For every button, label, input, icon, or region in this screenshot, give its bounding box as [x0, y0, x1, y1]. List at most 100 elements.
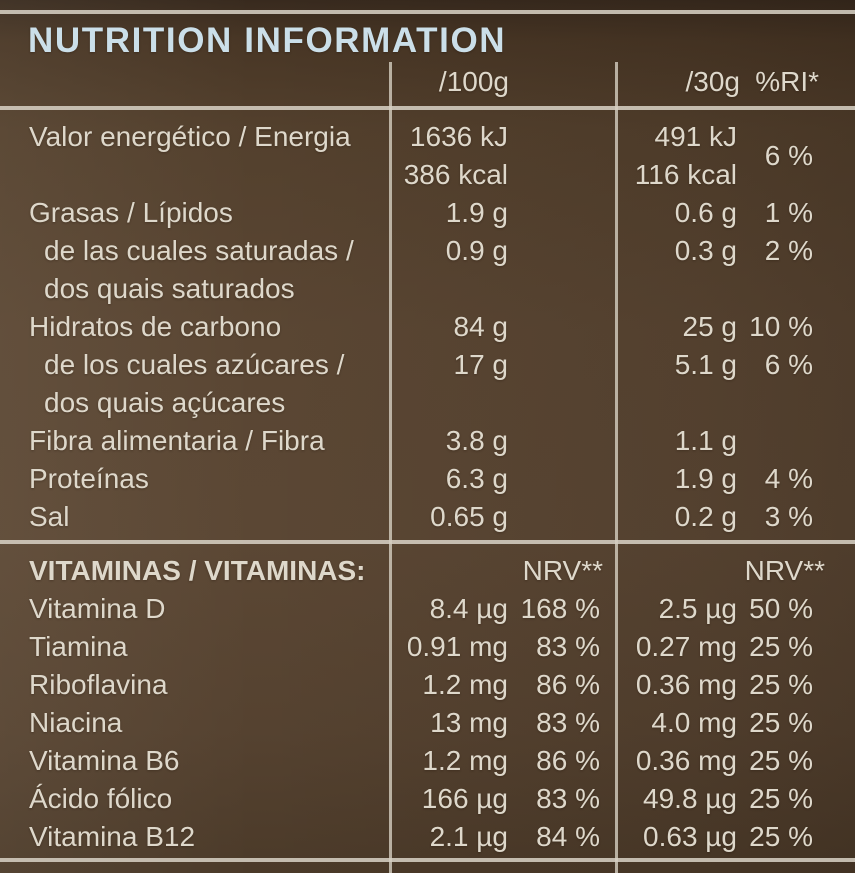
panel-title: NUTRITION INFORMATION — [28, 21, 507, 60]
row-label: Grasas / Lípidos — [29, 197, 233, 228]
column-header-ri: %RI* — [755, 66, 819, 97]
value-per30g: 5.1 g — [674, 349, 737, 380]
value-per100g: 0.9 g — [445, 235, 508, 266]
table-row-energy: Valor energético / Energia 1636 kJ 386 k… — [0, 118, 855, 194]
value-per30g: 0.36 mg — [635, 669, 737, 700]
value-per100g: 0.65 g — [430, 501, 508, 532]
divider-top — [0, 10, 855, 14]
table-row-folic-acid: Ácido fólico 166 µg 83 % 49.8 µg 25 % — [0, 780, 855, 818]
table-row-fibre: Fibra alimentaria / Fibra 3.8 g 1.1 g — [0, 422, 855, 460]
ri-value: 10 % — [749, 311, 813, 342]
table-row-sugars-pt: dos quais açúcares — [0, 384, 855, 422]
column-header-per100g: /100g — [438, 66, 509, 97]
nrv-per100g: 86 % — [536, 669, 600, 700]
macro-nutrients-table: Valor energético / Energia 1636 kJ 386 k… — [0, 112, 855, 536]
nrv-header-per100g: NRV** — [522, 555, 603, 586]
row-label: de las cuales saturadas / — [44, 235, 354, 266]
value-per30g: 1.9 g — [674, 463, 737, 494]
ri-value: 2 % — [764, 235, 813, 266]
value-per100g: 0.91 mg — [406, 631, 508, 662]
value-per30g: 1.1 g — [674, 425, 737, 456]
table-row-vitamin-b12: Vitamina B12 2.1 µg 84 % 0.63 µg 25 % — [0, 818, 855, 856]
table-row-riboflavin: Riboflavina 1.2 mg 86 % 0.36 mg 25 % — [0, 666, 855, 704]
row-label: Vitamina B6 — [29, 745, 180, 776]
row-label: dos quais açúcares — [44, 387, 286, 418]
value-per100g: 1.2 mg — [422, 669, 508, 700]
value-per100g: 1.2 mg — [422, 745, 508, 776]
value-per100g: 8.4 µg — [429, 593, 508, 624]
value-per100g: 166 µg — [421, 783, 508, 814]
table-row-saturates: de las cuales saturadas / 0.9 g 0.3 g 2 … — [0, 232, 855, 270]
nrv-per100g: 83 % — [536, 631, 600, 662]
value-per30g: 0.2 g — [674, 501, 737, 532]
table-row-niacin: Niacina 13 mg 83 % 4.0 mg 25 % — [0, 704, 855, 742]
value-per30g: 491 kJ 116 kcal — [634, 121, 737, 190]
vitamins-header-row: VITAMINAS / VITAMINAS: NRV** NRV** — [0, 552, 855, 590]
value-per100g: 17 g — [453, 349, 509, 380]
value-per30g: 0.27 mg — [635, 631, 737, 662]
nrv-per30g: 25 % — [749, 707, 813, 738]
nrv-per100g: 84 % — [536, 821, 600, 852]
value-per30g: 0.63 µg — [643, 821, 737, 852]
value-per30g: 2.5 µg — [658, 593, 737, 624]
column-divider-left — [389, 62, 392, 873]
vitamins-table: VITAMINAS / VITAMINAS: NRV** NRV** Vitam… — [0, 546, 855, 856]
table-row-vitamin-b6: Vitamina B6 1.2 mg 86 % 0.36 mg 25 % — [0, 742, 855, 780]
value-per100g: 1.9 g — [445, 197, 508, 228]
row-label: Vitamina B12 — [29, 821, 196, 852]
divider-bottom — [0, 858, 855, 862]
value-per30g: 25 g — [682, 311, 738, 342]
table-row-carbohydrate: Hidratos de carbono 84 g 25 g 10 % — [0, 308, 855, 346]
row-label: Sal — [29, 501, 70, 532]
row-label: dos quais saturados — [44, 273, 295, 304]
ri-value: 1 % — [764, 197, 813, 228]
vitamins-section-title: VITAMINAS / VITAMINAS: — [29, 555, 366, 586]
column-header-row: /100g /30g %RI* — [0, 62, 855, 104]
row-label: Fibra alimentaria / Fibra — [29, 425, 325, 456]
ri-value: 6 % — [764, 349, 813, 380]
row-label: Proteínas — [29, 463, 149, 494]
column-header-per30g: /30g — [685, 66, 741, 97]
nrv-per30g: 25 % — [749, 783, 813, 814]
value-per100g: 84 g — [453, 311, 509, 342]
nrv-per100g: 86 % — [536, 745, 600, 776]
nrv-per100g: 168 % — [520, 593, 600, 624]
value-per30g: 49.8 µg — [643, 783, 737, 814]
table-row-vitamin-d: Vitamina D 8.4 µg 168 % 2.5 µg 50 % — [0, 590, 855, 628]
row-label: Tiamina — [29, 631, 128, 662]
nrv-per30g: 25 % — [749, 669, 813, 700]
nrv-per30g: 50 % — [749, 593, 813, 624]
row-label: Niacina — [29, 707, 123, 738]
nrv-per100g: 83 % — [536, 783, 600, 814]
row-label: Valor energético / Energia — [29, 121, 351, 152]
column-divider-right — [615, 62, 618, 873]
ri-value: 4 % — [764, 463, 813, 494]
divider-vitamins — [0, 540, 855, 544]
table-row-salt: Sal 0.65 g 0.2 g 3 % — [0, 498, 855, 536]
value-per30g: 0.6 g — [674, 197, 737, 228]
row-label: de los cuales azúcares / — [44, 349, 345, 380]
table-row-fat: Grasas / Lípidos 1.9 g 0.6 g 1 % — [0, 194, 855, 232]
value-per30g: 4.0 mg — [651, 707, 737, 738]
nrv-header-per30g: NRV** — [744, 555, 825, 586]
row-label: Ácido fólico — [29, 783, 173, 814]
table-row-thiamin: Tiamina 0.91 mg 83 % 0.27 mg 25 % — [0, 628, 855, 666]
value-per100g: 13 mg — [430, 707, 508, 738]
ri-value: 6 % — [764, 140, 813, 171]
nrv-per30g: 25 % — [749, 631, 813, 662]
ri-value: 3 % — [764, 501, 813, 532]
value-per30g: 0.36 mg — [635, 745, 737, 776]
value-per100g: 2.1 µg — [429, 821, 508, 852]
nrv-per30g: 25 % — [749, 821, 813, 852]
value-per30g: 0.3 g — [674, 235, 737, 266]
table-row-sugars: de los cuales azúcares / 17 g 5.1 g 6 % — [0, 346, 855, 384]
divider-header — [0, 106, 855, 110]
value-per100g: 6.3 g — [445, 463, 508, 494]
value-per100g: 3.8 g — [445, 425, 508, 456]
nrv-per30g: 25 % — [749, 745, 813, 776]
row-label: Hidratos de carbono — [29, 311, 282, 342]
row-label: Vitamina D — [29, 593, 166, 624]
nrv-per100g: 83 % — [536, 707, 600, 738]
table-row-saturates-pt: dos quais saturados — [0, 270, 855, 308]
